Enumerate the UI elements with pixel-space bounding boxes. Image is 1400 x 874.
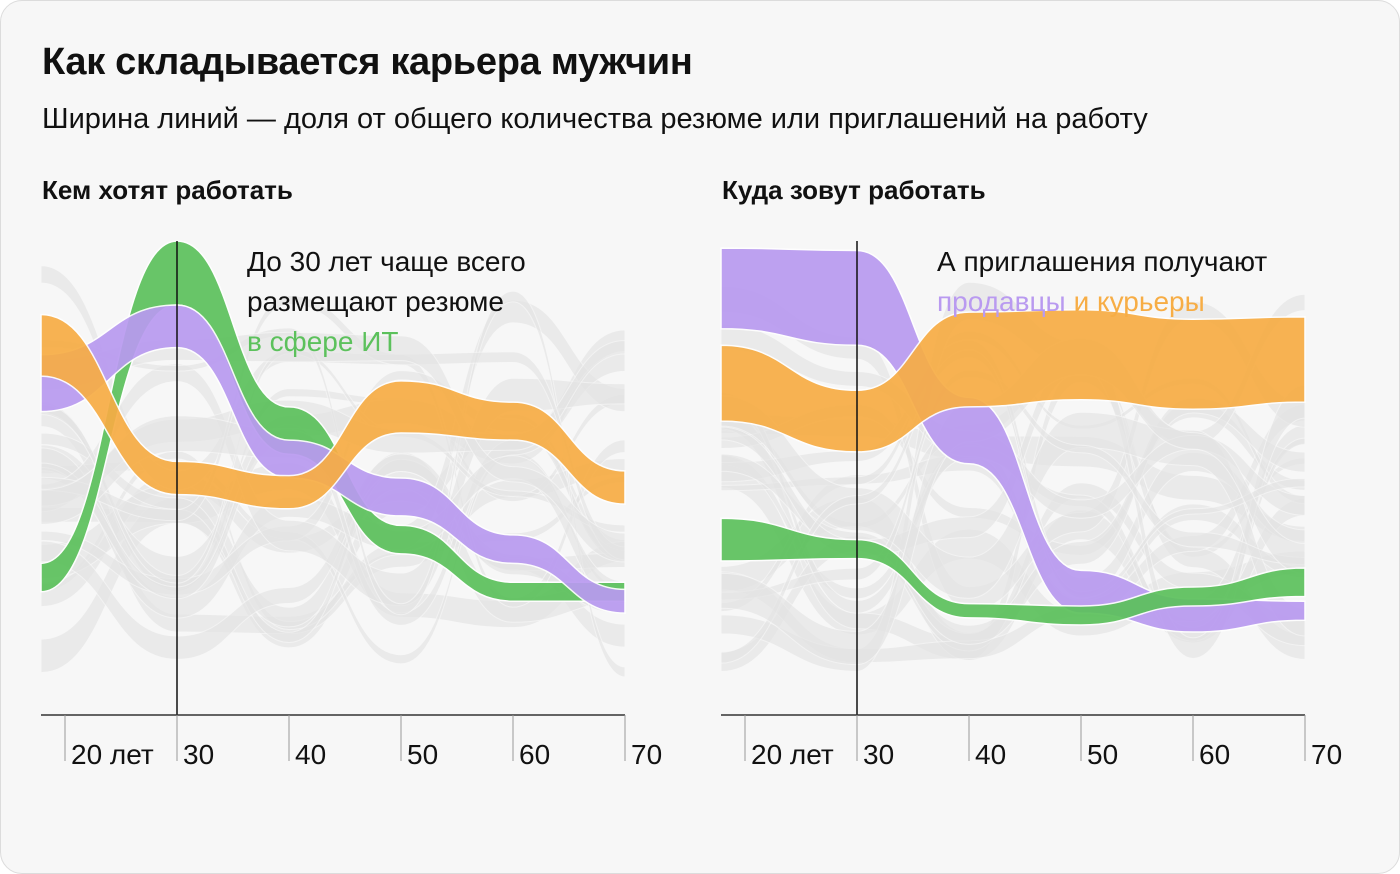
right-tick-label: 40 [975,739,1006,770]
left-annotation-line1: До 30 лет чаще всего [247,246,526,277]
right-flow-couriers [720,308,1306,453]
right-tick-label: 30 [863,739,894,770]
panel-title-invitations: Куда зовут работать [722,175,986,205]
right-annotation-sales: продавцы [937,286,1066,317]
right-flow-it [720,517,1306,626]
right-chart: 20 лет 30 40 50 60 70 А приглашения получают … [720,241,1342,770]
left-tick-label: 30 [183,739,214,770]
right-tick-label: 70 [1311,739,1342,770]
left-context-flow [40,432,626,643]
left-tick-label: 70 [631,739,662,770]
left-chart: 20 лет 30 40 50 60 70 До 30 лет чаще всего ра… [40,240,662,770]
left-tick-label: 40 [295,739,326,770]
panel-title-resumes: Кем хотят работать [42,175,293,205]
chart-title: Как складывается карьера мужчин [42,41,693,83]
right-annotation-line2: продавцы и курьеры [937,286,1205,317]
right-annotation-line1: А приглашения получают [937,246,1267,277]
right-context-flow [720,293,1306,557]
right-annotation-couriers: и курьеры [1074,286,1205,317]
left-annotation-line2: размещают резюме [247,286,504,317]
right-highlight-flows [720,247,1306,633]
left-tick-label: 50 [407,739,438,770]
right-x-ticks: 20 лет 30 40 50 60 70 [744,715,1342,770]
left-tick-label: 20 лет [71,739,154,770]
chart-subtitle: Ширина линий — доля от общего количества… [42,103,1148,135]
right-tick-label: 50 [1087,739,1118,770]
left-flow-couriers [40,313,626,510]
right-tick-label: 60 [1199,739,1230,770]
left-annotation-it: в сфере ИТ [247,326,398,357]
right-tick-label: 20 лет [751,739,834,770]
left-highlight-flows [40,240,626,614]
left-x-ticks: 20 лет 30 40 50 60 70 [64,715,662,770]
left-tick-label: 60 [519,739,550,770]
